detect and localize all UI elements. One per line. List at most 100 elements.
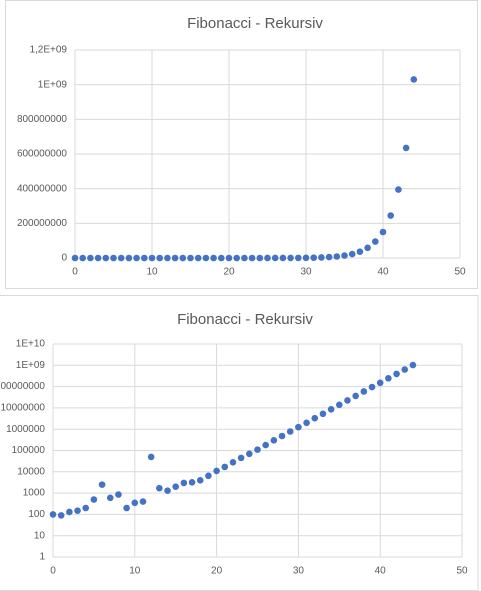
data-point bbox=[348, 250, 356, 258]
y-tick-label: 400000000 bbox=[17, 183, 67, 194]
data-point bbox=[179, 254, 187, 262]
data-point bbox=[318, 254, 325, 261]
chart: Fibonacci - Rekursiv 1101001000100001000… bbox=[0, 295, 479, 591]
data-point bbox=[287, 254, 294, 262]
data-point bbox=[393, 370, 400, 378]
data-point bbox=[325, 253, 333, 261]
data-point bbox=[246, 450, 253, 458]
data-point bbox=[125, 254, 133, 262]
data-point bbox=[139, 498, 147, 505]
data-point bbox=[148, 254, 156, 262]
data-point bbox=[271, 254, 279, 262]
x-tick-label: 40 bbox=[377, 267, 389, 278]
data-point bbox=[110, 254, 117, 262]
data-point bbox=[387, 212, 395, 219]
chart-frame bbox=[5, 0, 478, 289]
data-point bbox=[141, 254, 148, 262]
data-point bbox=[156, 484, 163, 492]
data-point bbox=[302, 254, 310, 262]
data-point bbox=[213, 467, 220, 475]
chart: Fibonacci - Rekursiv 0 200000000 400000000… bbox=[5, 0, 478, 289]
data-point bbox=[327, 405, 335, 413]
data-point bbox=[188, 479, 196, 486]
data-point bbox=[90, 496, 98, 503]
data-point bbox=[210, 254, 217, 262]
data-point bbox=[164, 487, 171, 494]
x-tick-label: 30 bbox=[300, 267, 312, 278]
data-point bbox=[49, 511, 57, 518]
data-point bbox=[133, 254, 140, 262]
data-point bbox=[164, 254, 171, 262]
data-point bbox=[180, 479, 188, 487]
data-point bbox=[379, 228, 387, 236]
data-point bbox=[409, 361, 417, 369]
data-point bbox=[187, 254, 194, 262]
data-point bbox=[356, 248, 364, 255]
data-point bbox=[303, 419, 310, 427]
data-point bbox=[196, 476, 204, 484]
x-tick-label: 40 bbox=[375, 566, 387, 577]
data-point bbox=[233, 254, 240, 262]
data-point bbox=[256, 254, 264, 262]
data-point bbox=[102, 254, 110, 262]
data-point bbox=[241, 254, 248, 262]
y-tick-label: 100000 bbox=[12, 445, 46, 456]
data-point bbox=[262, 441, 269, 449]
data-point bbox=[333, 253, 341, 260]
chart-title: Fibonacci - Rekursiv bbox=[177, 311, 313, 328]
data-point bbox=[395, 186, 402, 193]
y-tick-label: 600000000 bbox=[17, 149, 67, 160]
data-point bbox=[66, 508, 73, 516]
y-tick-label: 1E+09 bbox=[16, 360, 46, 371]
data-point bbox=[115, 491, 122, 498]
y-tick-label: 0 bbox=[61, 253, 67, 264]
chart-title: Fibonacci - Rekursiv bbox=[187, 15, 323, 32]
x-tick-label: 30 bbox=[293, 566, 305, 577]
data-point bbox=[82, 504, 90, 512]
x-tick-label: 20 bbox=[211, 566, 223, 577]
y-tick-label: 1 bbox=[39, 552, 45, 563]
data-point bbox=[336, 401, 343, 409]
data-point bbox=[360, 388, 368, 395]
data-point bbox=[156, 254, 163, 262]
data-point bbox=[117, 254, 125, 262]
y-tick-label: 200000000 bbox=[17, 218, 67, 229]
data-point bbox=[401, 366, 409, 373]
y-tick-label: 100 bbox=[28, 509, 45, 520]
data-point bbox=[310, 254, 318, 261]
x-tick-label: 0 bbox=[72, 267, 78, 278]
x-tick-label: 10 bbox=[129, 566, 141, 577]
y-tick-label: 10000000 bbox=[1, 403, 46, 414]
y-tick-label: 10 bbox=[34, 530, 46, 541]
data-point bbox=[344, 397, 351, 404]
data-point bbox=[352, 392, 359, 400]
data-point bbox=[319, 410, 327, 418]
data-point bbox=[79, 254, 86, 262]
data-point bbox=[147, 453, 155, 461]
y-tick-label: 1,2E+09 bbox=[29, 45, 67, 56]
data-point bbox=[248, 254, 256, 262]
data-point bbox=[376, 379, 384, 387]
data-point bbox=[218, 254, 225, 262]
data-point bbox=[74, 507, 81, 514]
x-tick-label: 0 bbox=[50, 566, 56, 577]
data-point bbox=[87, 254, 94, 262]
y-tick-label: 1E+09 bbox=[38, 79, 68, 90]
y-tick-label: 1000 bbox=[23, 488, 46, 499]
data-point bbox=[385, 375, 392, 382]
data-point bbox=[106, 494, 114, 502]
data-point bbox=[205, 472, 212, 480]
data-point bbox=[202, 254, 210, 262]
data-point bbox=[98, 481, 106, 488]
x-tick-label: 20 bbox=[223, 267, 235, 278]
data-point bbox=[372, 238, 379, 245]
y-tick-label: 800000000 bbox=[17, 114, 67, 125]
data-point bbox=[311, 414, 319, 422]
data-point bbox=[341, 252, 348, 259]
data-point bbox=[57, 512, 65, 519]
data-point bbox=[71, 254, 79, 262]
data-point bbox=[410, 76, 418, 83]
data-point bbox=[364, 244, 371, 252]
y-tick-label: 1E+10 bbox=[16, 339, 46, 350]
